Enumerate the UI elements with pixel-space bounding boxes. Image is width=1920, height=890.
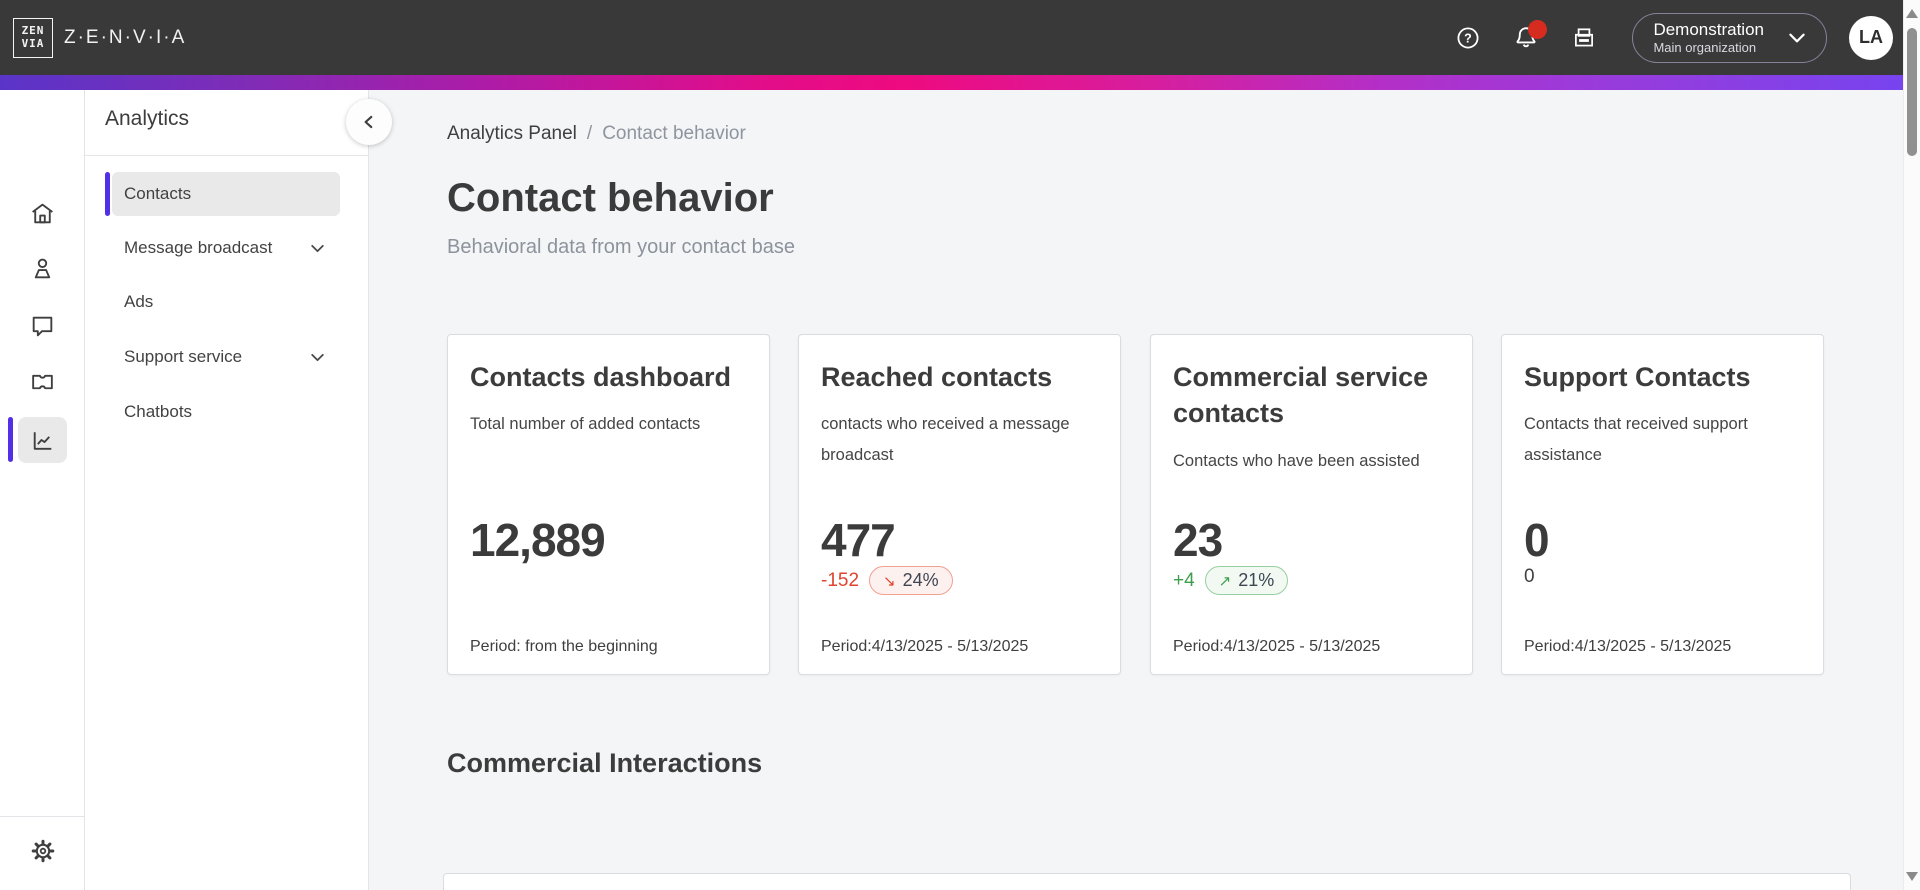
card-delta: 0 xyxy=(1524,566,1535,587)
main-content: Analytics Panel / Contact behavior Conta… xyxy=(369,90,1903,890)
sidebar-item-label: Contacts xyxy=(124,184,192,203)
card-description: contacts who received a message broadcas… xyxy=(821,415,1070,464)
sidebar-collapse-button[interactable] xyxy=(346,99,392,145)
card-period: Period:4/13/2025 - 5/13/2025 xyxy=(1173,638,1381,655)
breadcrumb: Analytics Panel / Contact behavior xyxy=(447,123,746,145)
card-description: Total number of added contacts xyxy=(470,415,701,434)
card-value: 12,889 xyxy=(470,514,606,566)
rail-item-tickets[interactable] xyxy=(0,358,85,404)
card-title: Reached contacts xyxy=(821,362,1053,392)
rail-item-home[interactable] xyxy=(0,190,85,236)
card-description: Contacts that received support assistanc… xyxy=(1524,415,1748,464)
card-percent: 21% xyxy=(1238,570,1275,590)
rail-divider xyxy=(0,816,85,817)
line-chart-icon xyxy=(29,427,56,454)
metric-card-support-contacts: Support Contacts Contacts that received … xyxy=(1501,334,1824,675)
section-heading-commercial-interactions: Commercial Interactions xyxy=(447,748,763,778)
sidebar-item-ads[interactable]: Ads xyxy=(112,280,340,324)
card-description: Contacts who have been assisted xyxy=(1173,451,1420,470)
gear-icon xyxy=(29,837,57,865)
chevron-down-icon xyxy=(309,349,326,366)
sidebar-item-chatbots[interactable]: Chatbots xyxy=(112,390,340,434)
sidebar-item-label: Ads xyxy=(124,292,154,311)
sidebar-divider xyxy=(85,155,369,156)
card-period: Period:4/13/2025 - 5/13/2025 xyxy=(821,638,1029,655)
metric-card-commercial-service-contacts: Commercial service contacts Contacts who… xyxy=(1150,334,1473,675)
card-delta: -152 xyxy=(821,569,860,591)
analytics-sidebar: Analytics Contacts Message broadcast Ads… xyxy=(85,90,369,890)
ticket-icon xyxy=(29,368,56,395)
brand-wordmark: Z·E·N·V·I·A xyxy=(64,26,187,48)
rail-item-contacts[interactable] xyxy=(0,245,85,291)
rail-item-settings[interactable] xyxy=(0,828,85,874)
metric-card-contacts-dashboard: Contacts dashboard Total number of added… xyxy=(447,334,770,675)
sidebar-item-label: Support service xyxy=(124,347,243,366)
scrollbar-down-arrow[interactable] xyxy=(1906,872,1918,881)
brand-gradient-bar xyxy=(0,75,1920,90)
scrollbar-up-arrow[interactable] xyxy=(1906,9,1918,18)
card-value: 0 xyxy=(1524,514,1550,566)
rail-active-indicator xyxy=(8,417,13,462)
logo-glyph-bottom: VIA xyxy=(21,36,45,50)
organization-name: Demonstration xyxy=(1653,20,1764,40)
organization-subtitle: Main organization xyxy=(1653,40,1757,56)
chevron-left-icon xyxy=(360,113,378,131)
breadcrumb-link-analytics-panel[interactable]: Analytics Panel xyxy=(447,123,577,144)
logo-glyph-top: ZEN xyxy=(21,24,45,38)
page-title: Contact behavior xyxy=(447,176,774,220)
breadcrumb-current: Contact behavior xyxy=(602,123,746,144)
card-value: 477 xyxy=(821,514,896,566)
notifications-button[interactable] xyxy=(1504,16,1548,60)
card-title: Commercial service contacts xyxy=(1173,362,1429,429)
commercial-interactions-card-partial xyxy=(443,873,1851,890)
trend-up-arrow-icon: ↗ xyxy=(1218,571,1232,590)
trend-down-arrow-icon: ↘ xyxy=(883,571,896,590)
metric-card-reached-contacts: Reached contacts contacts who received a… xyxy=(798,334,1121,675)
card-delta-row: -152 ↘ 24% xyxy=(821,566,953,595)
card-title: Contacts dashboard xyxy=(470,362,732,392)
chevron-down-icon xyxy=(309,240,326,257)
print-button[interactable] xyxy=(1562,16,1606,60)
sidebar-heading: Analytics xyxy=(105,107,190,130)
chevron-down-icon xyxy=(1786,27,1808,49)
sidebar-item-label: Chatbots xyxy=(124,402,193,421)
scrollbar-thumb[interactable] xyxy=(1907,28,1917,156)
card-trend-badge: ↘ 24% xyxy=(869,566,953,595)
page-subtitle: Behavioral data from your contact base xyxy=(447,236,795,258)
card-period: Period:4/13/2025 - 5/13/2025 xyxy=(1524,638,1732,655)
card-value: 23 xyxy=(1173,514,1223,566)
page-scrollbar[interactable] xyxy=(1903,0,1920,890)
organization-switcher[interactable]: Demonstration Main organization xyxy=(1632,12,1827,63)
rail-item-analytics[interactable] xyxy=(0,417,85,463)
card-delta: +4 xyxy=(1173,569,1195,591)
card-period: Period: from the beginning xyxy=(470,638,658,655)
sidebar-item-support-service[interactable]: Support service xyxy=(112,335,340,379)
rail-item-conversations[interactable] xyxy=(0,302,85,348)
person-icon xyxy=(29,255,56,282)
topbar-actions: ? xyxy=(1432,12,1893,63)
svg-text:?: ? xyxy=(1465,31,1473,45)
card-title: Support Contacts xyxy=(1524,362,1751,392)
zenvia-logo-icon: ZEN VIA xyxy=(13,17,53,58)
card-delta-row: +4 ↗ 21% xyxy=(1173,566,1289,595)
topbar: ZEN VIA Z·E·N·V·I·A ? xyxy=(0,0,1920,75)
sidebar-active-indicator xyxy=(105,172,110,216)
chat-bubble-icon xyxy=(29,312,56,339)
help-icon: ? xyxy=(1455,25,1481,51)
card-delta-row: 0 xyxy=(1524,566,1535,588)
home-icon xyxy=(29,200,56,227)
sidebar-item-label: Message broadcast xyxy=(124,238,273,257)
sidebar-item-contacts[interactable]: Contacts xyxy=(112,172,340,216)
avatar-initials: LA xyxy=(1859,27,1883,47)
help-button[interactable]: ? xyxy=(1446,16,1490,60)
user-avatar[interactable]: LA xyxy=(1849,15,1893,60)
notification-badge-dot xyxy=(1528,19,1548,39)
card-percent: 24% xyxy=(902,570,939,590)
card-trend-badge: ↗ 21% xyxy=(1204,566,1289,595)
printer-icon xyxy=(1571,25,1597,51)
breadcrumb-separator: / xyxy=(586,123,593,144)
icon-rail xyxy=(0,90,85,890)
sidebar-item-message-broadcast[interactable]: Message broadcast xyxy=(112,226,340,270)
